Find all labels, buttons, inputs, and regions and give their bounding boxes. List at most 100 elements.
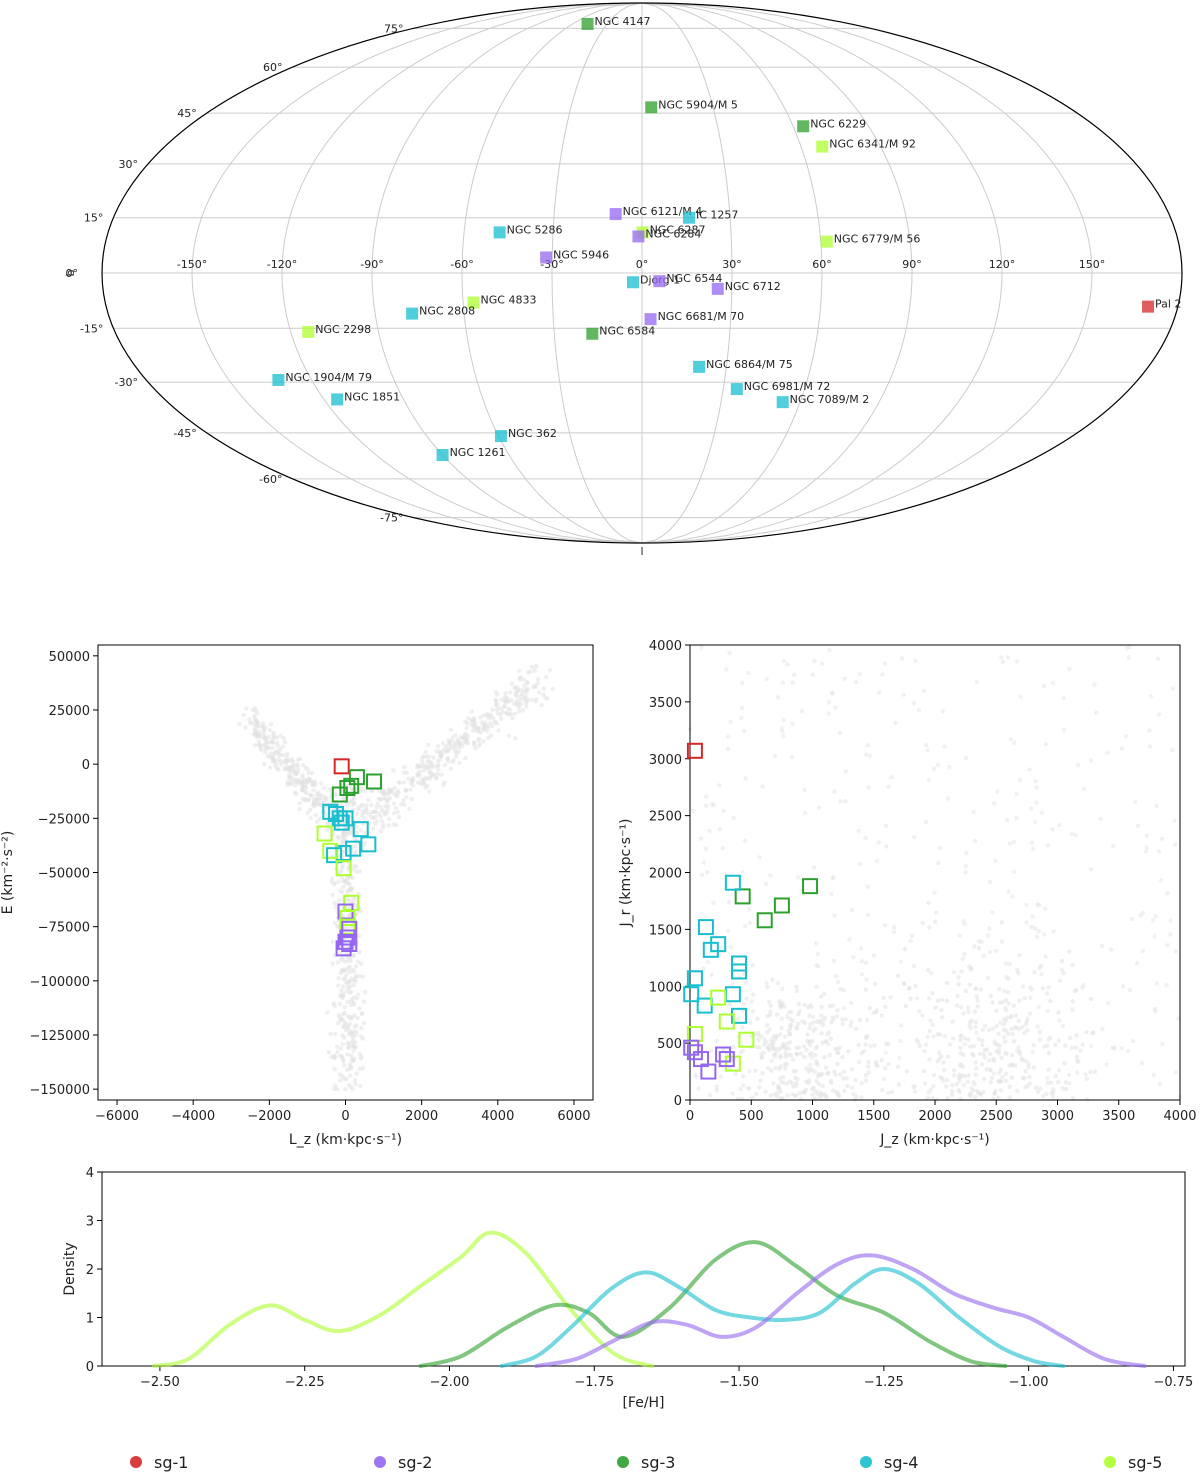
background-dot (996, 1031, 1001, 1036)
background-dot (309, 770, 315, 776)
legend-label: sg-3 (641, 1453, 675, 1472)
background-dot (927, 925, 932, 930)
background-dot (865, 743, 870, 748)
background-dot (1020, 1024, 1025, 1030)
background-dot (1038, 963, 1044, 968)
background-dot (1076, 762, 1081, 768)
background-dot (296, 777, 301, 783)
background-dot (460, 740, 465, 745)
background-dot (1034, 934, 1040, 939)
background-dot (814, 1044, 820, 1050)
background-dot (1048, 998, 1053, 1004)
background-dot (261, 732, 267, 737)
background-dot (348, 958, 354, 964)
background-dot (756, 1037, 761, 1042)
background-dot (1000, 1000, 1005, 1005)
background-dot (814, 941, 819, 946)
background-dot (517, 705, 522, 710)
background-dot (304, 778, 309, 783)
background-dot (758, 1078, 763, 1083)
background-dot (448, 745, 453, 751)
background-dot (289, 781, 294, 786)
background-dot (895, 1064, 901, 1070)
cluster-marker (700, 1063, 717, 1080)
background-dot (427, 789, 432, 794)
background-dot (789, 1010, 794, 1015)
background-dot (436, 762, 441, 768)
background-dot (1069, 1045, 1074, 1051)
background-dot (1001, 1021, 1006, 1027)
cluster-marker (693, 360, 706, 373)
background-dot (801, 1044, 807, 1049)
background-dot (333, 793, 339, 798)
background-dot (1144, 845, 1149, 850)
cluster-label: NGC 6584 (599, 325, 655, 338)
background-dot (1033, 819, 1038, 825)
background-dot (785, 662, 790, 667)
background-dot (532, 668, 537, 673)
background-dot (1029, 924, 1034, 929)
background-dot (345, 1052, 350, 1057)
background-dot (721, 808, 726, 814)
background-dot (353, 843, 358, 849)
background-dot (1081, 786, 1087, 792)
background-dot (471, 723, 476, 729)
background-dot (935, 1032, 940, 1037)
background-dot (738, 1050, 744, 1055)
background-dot (364, 810, 369, 815)
background-dot (1090, 1030, 1095, 1036)
background-dot (457, 745, 462, 750)
background-dot (1078, 1048, 1083, 1053)
background-dot (879, 1013, 885, 1018)
background-dot (842, 1006, 847, 1011)
background-dot (760, 1070, 765, 1076)
background-dot (369, 788, 374, 794)
background-dot (329, 876, 335, 881)
latitude-tick-label: -75° (380, 512, 403, 525)
background-dot (896, 1082, 902, 1087)
background-dot (807, 1043, 813, 1048)
background-dot (488, 714, 494, 719)
background-dot (502, 694, 508, 700)
background-dot (1028, 806, 1034, 811)
cluster-marker (730, 383, 743, 396)
background-dot (1147, 744, 1153, 749)
background-dot (880, 1087, 885, 1093)
background-dot (1042, 1044, 1047, 1049)
background-dot (386, 823, 391, 828)
background-dot (353, 869, 359, 874)
background-dot (1061, 695, 1066, 701)
background-dot (790, 1092, 795, 1097)
background-dot (705, 959, 711, 965)
background-dot (285, 751, 290, 756)
background-dot (1076, 1059, 1081, 1064)
background-dot (284, 755, 289, 761)
background-dot (364, 806, 369, 812)
y-tick-label: 3000 (649, 753, 682, 768)
background-dot (790, 721, 795, 727)
cluster-marker (702, 941, 719, 958)
background-dot (1017, 953, 1022, 958)
background-dot (925, 968, 931, 973)
background-dot (766, 999, 772, 1005)
background-dot (842, 1088, 847, 1094)
background-dot (536, 690, 542, 695)
background-dot (741, 729, 747, 734)
background-dot (357, 950, 362, 955)
background-dot (391, 768, 396, 773)
background-dot (305, 797, 311, 803)
background-dot (741, 1083, 746, 1088)
background-dot (696, 1086, 701, 1091)
background-dot (725, 928, 731, 934)
background-dot (349, 1053, 354, 1058)
background-dot (358, 1034, 364, 1039)
background-dot (804, 1066, 809, 1071)
y-tick-label: 1 (86, 1312, 94, 1327)
background-dot (958, 1038, 963, 1043)
background-dot (1011, 1039, 1017, 1044)
background-dot (342, 976, 348, 981)
background-dot (424, 783, 430, 789)
background-dot (810, 1092, 815, 1097)
background-dot (889, 775, 894, 780)
background-dot (848, 1023, 853, 1028)
